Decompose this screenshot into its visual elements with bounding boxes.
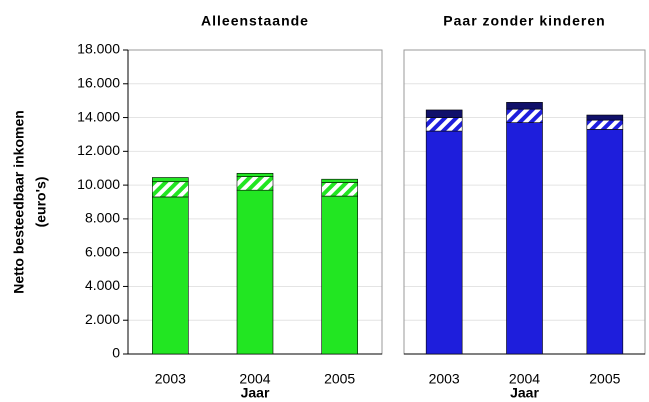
bar-segment (152, 177, 189, 183)
x-tick-label: 2005 (589, 371, 620, 387)
bar-segment (506, 102, 543, 110)
bar-segment (586, 129, 624, 355)
y-tick-label: 4.000 (85, 277, 120, 293)
x-tick-label: 2004 (509, 371, 540, 387)
bar-segment (236, 172, 274, 177)
x-tick-label: 2003 (155, 371, 186, 387)
x-tick-label: 2005 (324, 371, 355, 387)
bar-segment (425, 130, 463, 355)
x-axis-label: Jaar (241, 385, 270, 401)
y-tick-label: 8.000 (85, 210, 120, 226)
bar-segment (236, 176, 274, 191)
y-tick-label: 18.000 (77, 41, 120, 57)
x-tick-label: 2004 (239, 371, 270, 387)
y-tick-label: 10.000 (77, 176, 120, 192)
bar-segment (425, 117, 463, 132)
y-tick-label: 14.000 (77, 108, 120, 124)
bar-segment (506, 108, 543, 123)
x-tick-label: 2003 (429, 371, 460, 387)
bar-segment (506, 122, 543, 355)
bar-segment (586, 114, 624, 121)
bar-segment (152, 196, 189, 355)
y-axis-label: (euro's) (33, 177, 49, 228)
chart-title: Paar zonder kinderen (443, 13, 605, 29)
y-tick-label: 12.000 (77, 142, 120, 158)
bar-segment (586, 119, 624, 130)
y-tick-label: 6.000 (85, 243, 120, 259)
bar-segment (425, 109, 463, 118)
bar-segment (236, 189, 274, 355)
y-tick-label: 16.000 (77, 74, 120, 90)
y-tick-label: 0 (112, 345, 120, 361)
y-tick-label: 2.000 (85, 311, 120, 327)
chart-title: Alleenstaande (201, 13, 309, 29)
y-axis-label: Netto besteedbaar inkomen (11, 110, 27, 294)
bar-segment (321, 178, 358, 183)
x-axis-label: Jaar (510, 385, 539, 401)
bar-segment (321, 195, 358, 355)
bar-segment (321, 182, 358, 197)
bar-segment (152, 181, 189, 198)
